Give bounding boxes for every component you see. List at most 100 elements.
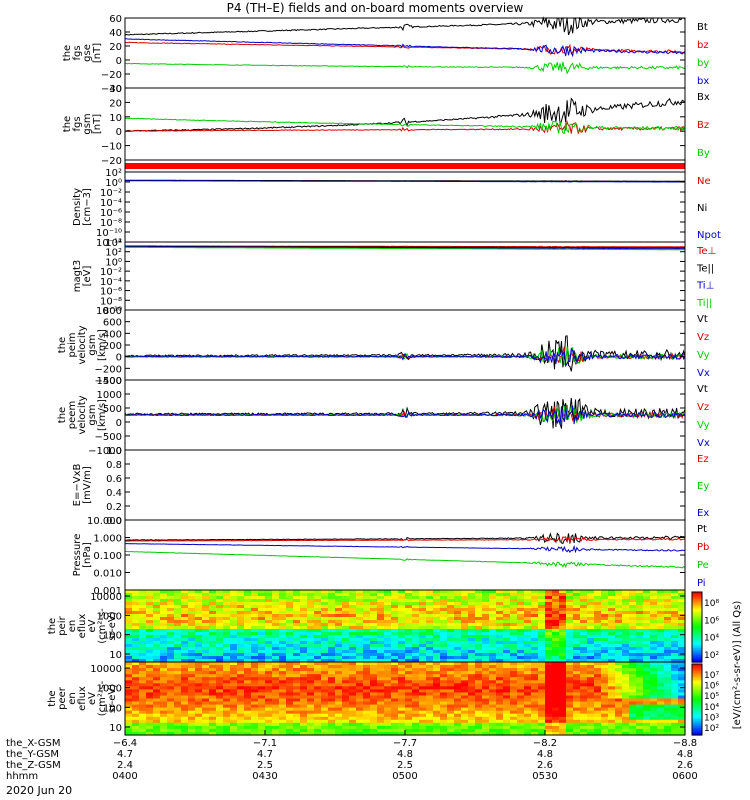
heatmap-cell: [510, 623, 518, 627]
heatmap-cell: [300, 710, 308, 715]
heatmap-cell: [342, 722, 350, 727]
heatmap-cell: [601, 686, 609, 690]
heatmap-cell: [230, 614, 238, 618]
heatmap-cell: [181, 629, 189, 633]
heatmap-cell: [132, 590, 140, 594]
heatmap-cell: [125, 662, 133, 666]
heatmap-cell: [433, 620, 441, 624]
heatmap-cell: [657, 671, 665, 675]
heatmap-cell: [384, 596, 392, 600]
heatmap-cell: [286, 677, 294, 681]
heatmap-cell: [454, 732, 462, 736]
heatmap-cell: [342, 725, 350, 730]
heatmap-cell: [559, 656, 567, 660]
heatmap-cell: [321, 596, 329, 600]
heatmap-cell: [153, 626, 161, 630]
heatmap-cell: [335, 647, 343, 651]
heatmap-cell: [496, 680, 504, 684]
heatmap-cell: [468, 593, 476, 597]
y-axis-label: [nT]: [92, 43, 103, 63]
colorbar-cell: [692, 694, 702, 697]
heatmap-cell: [321, 713, 329, 718]
heatmap-cell: [349, 650, 357, 654]
heatmap-cell: [671, 707, 679, 712]
heatmap-cell: [440, 626, 448, 630]
heatmap-cell: [650, 689, 658, 693]
heatmap-cell: [538, 668, 546, 672]
heatmap-cell: [426, 719, 434, 724]
heatmap-cell: [398, 674, 406, 678]
heatmap-cell: [503, 638, 511, 642]
heatmap-cell: [335, 698, 343, 703]
heatmap-cell: [531, 683, 539, 687]
heatmap-cell: [181, 680, 189, 684]
heatmap-cell: [384, 656, 392, 660]
heatmap-cell: [223, 692, 231, 696]
heatmap-cell: [349, 659, 357, 663]
heatmap-cell: [167, 623, 175, 627]
heatmap-cell: [300, 683, 308, 687]
heatmap-cell: [209, 632, 217, 636]
heatmap-cell: [573, 617, 581, 621]
heatmap-cell: [167, 683, 175, 687]
heatmap-cell: [594, 614, 602, 618]
heatmap-cell: [447, 674, 455, 678]
heatmap-cell: [153, 644, 161, 648]
heatmap-cell: [426, 732, 434, 736]
heatmap-cell: [237, 638, 245, 642]
heatmap-cell: [615, 668, 623, 672]
heatmap-cell: [468, 719, 476, 724]
heatmap-cell: [461, 608, 469, 612]
heatmap-cell: [328, 608, 336, 612]
heatmap-cell: [615, 725, 623, 730]
heatmap-cell: [167, 725, 175, 730]
heatmap-cell: [328, 590, 336, 594]
heatmap-cell: [524, 701, 532, 706]
heatmap-cell: [482, 704, 490, 709]
heatmap-cell: [321, 701, 329, 706]
y-tick-label: 10²: [105, 168, 122, 179]
heatmap-cell: [307, 695, 315, 700]
heatmap-cell: [349, 710, 357, 715]
heatmap-cell: [391, 596, 399, 600]
heatmap-cell: [328, 719, 336, 724]
heatmap-cell: [160, 695, 168, 700]
heatmap-cell: [391, 728, 399, 733]
heatmap-cell: [587, 677, 595, 681]
heatmap-cell: [293, 671, 301, 675]
heatmap-cell: [195, 701, 203, 706]
heatmap-cell: [265, 680, 273, 684]
heatmap-cell: [482, 725, 490, 730]
heatmap-cell: [629, 635, 637, 639]
heatmap-cell: [531, 650, 539, 654]
heatmap-cell: [678, 716, 686, 721]
heatmap-cell: [265, 683, 273, 687]
heatmap-cell: [643, 686, 651, 690]
heatmap-cell: [272, 722, 280, 727]
heatmap-cell: [216, 698, 224, 703]
heatmap-cell: [482, 590, 490, 594]
heatmap-cell: [405, 626, 413, 630]
heatmap-cell: [426, 650, 434, 654]
heatmap-cell: [377, 701, 385, 706]
heatmap-cell: [461, 701, 469, 706]
heatmap-cell: [398, 647, 406, 651]
heatmap-cell: [391, 614, 399, 618]
heatmap-cell: [580, 728, 588, 733]
heatmap-cell: [363, 656, 371, 660]
heatmap-cell: [664, 626, 672, 630]
heatmap-cell: [447, 638, 455, 642]
heatmap-cell: [664, 668, 672, 672]
heatmap-cell: [482, 710, 490, 715]
heatmap-cell: [209, 662, 217, 666]
heatmap-cell: [566, 647, 574, 651]
heatmap-cell: [594, 644, 602, 648]
heatmap-cell: [146, 668, 154, 672]
heatmap-cell: [468, 695, 476, 700]
heatmap-cell: [531, 617, 539, 621]
heatmap-cell: [545, 704, 553, 709]
heatmap-cell: [132, 659, 140, 663]
heatmap-cell: [559, 638, 567, 642]
y-tick-label: 40: [109, 28, 122, 39]
heatmap-cell: [272, 674, 280, 678]
